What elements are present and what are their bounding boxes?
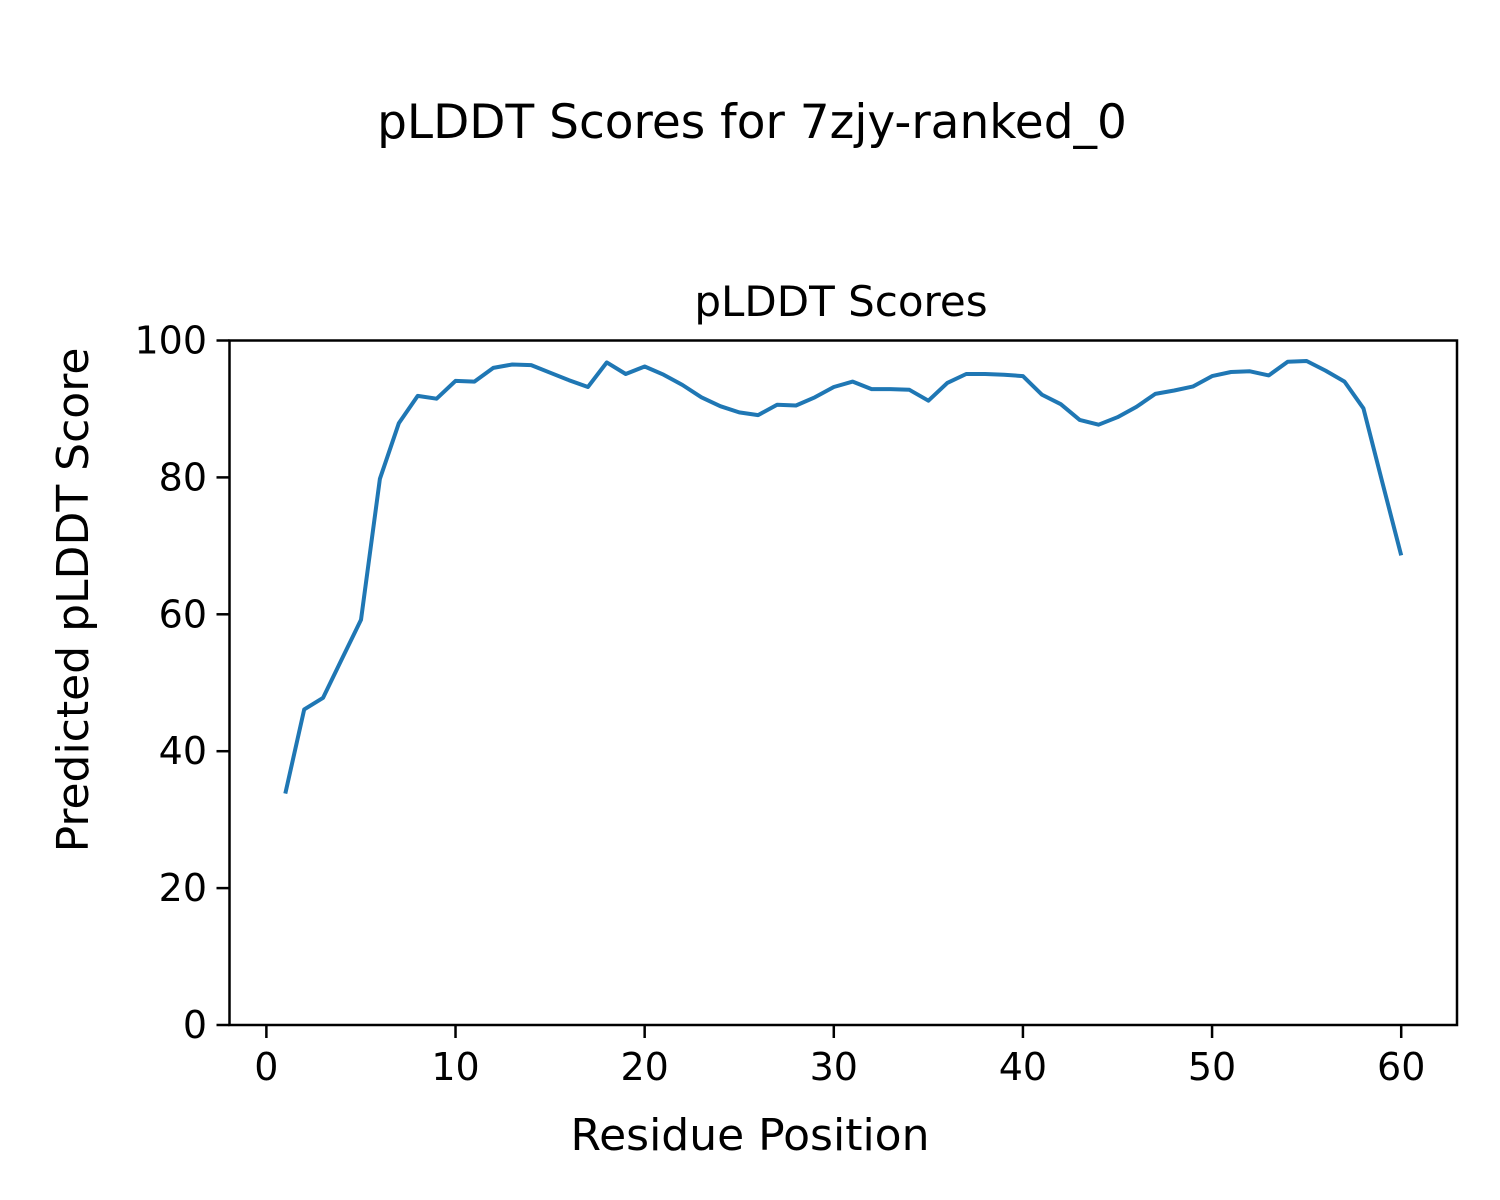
x-tick-label: 50 — [1188, 1045, 1236, 1089]
x-tick-label: 10 — [431, 1045, 479, 1089]
x-tick-label: 30 — [810, 1045, 858, 1089]
y-tick-label: 40 — [159, 729, 207, 773]
y-tick-label: 60 — [159, 592, 207, 636]
x-tick-label: 40 — [999, 1045, 1047, 1089]
plddt-line — [283, 359, 1404, 795]
axes-title: pLDDT Scores — [694, 277, 987, 326]
y-tick-label: 100 — [134, 319, 207, 363]
y-tick-label: 20 — [159, 866, 207, 910]
y-tick-label: 80 — [159, 455, 207, 499]
axes-frame — [228, 339, 1459, 1027]
y-ticks: 0 20 40 60 80 100 — [134, 319, 230, 1047]
y-axis-label: Predicted pLDDT Score — [48, 348, 99, 853]
x-ticks: 0 10 20 30 40 50 60 — [254, 1025, 1425, 1089]
x-tick-label: 60 — [1377, 1045, 1425, 1089]
figure-suptitle: pLDDT Scores for 7zjy-ranked_0 — [377, 95, 1127, 150]
x-tick-label: 20 — [620, 1045, 668, 1089]
y-tick-label: 0 — [183, 1003, 207, 1047]
x-tick-label: 0 — [254, 1045, 278, 1089]
x-axis-label: Residue Position — [570, 1110, 929, 1161]
